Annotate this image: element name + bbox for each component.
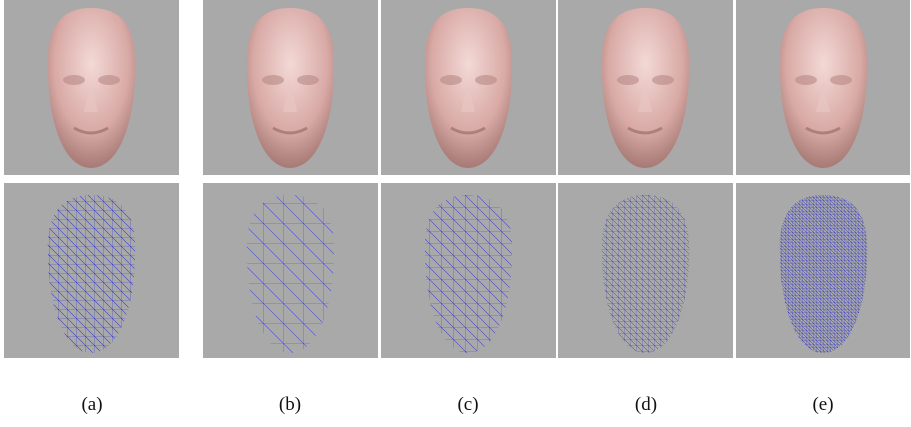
panel-column <box>736 0 911 358</box>
panel-column <box>558 0 733 358</box>
panel-column <box>381 0 556 358</box>
caption: (e) <box>812 394 833 415</box>
caption: (a) <box>81 394 102 415</box>
caption: (c) <box>457 394 478 415</box>
figure: (a) (b) (c) (d) (e) <box>0 0 911 427</box>
caption: (b) <box>279 394 301 415</box>
caption: (d) <box>635 394 657 415</box>
panel-column <box>203 0 378 358</box>
panel-column <box>4 0 179 358</box>
